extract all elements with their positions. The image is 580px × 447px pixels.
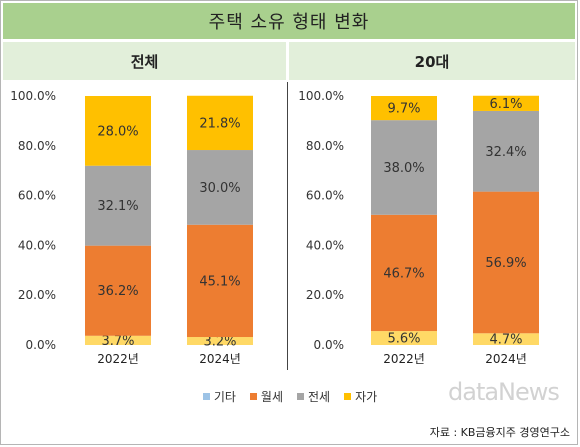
bar-segment [371, 331, 437, 345]
x-tick-label: 2022년 [97, 352, 139, 366]
bar-segment [371, 214, 437, 332]
bar-segment [85, 335, 151, 345]
y-tick-label: 80.0% [306, 139, 344, 153]
legend: 기타 월세 전세 자가 [0, 388, 580, 404]
data-label: 36.2% [97, 284, 138, 299]
panel-title-20s: 20대 [289, 42, 575, 80]
y-tick-label: 20.0% [18, 288, 56, 302]
legend-item-monthly-rent: 월세 [249, 388, 283, 405]
y-tick-label: 60.0% [306, 189, 344, 203]
data-label: 38.0% [383, 161, 424, 176]
y-tick-label: 0.0% [314, 338, 345, 352]
legend-swatch-monthly-rent [249, 392, 257, 400]
legend-label-owned: 자가 [355, 389, 378, 404]
legend-swatch-other [202, 392, 210, 400]
y-tick-label: 0.0% [26, 338, 57, 352]
legend-label-other: 기타 [213, 389, 236, 404]
y-tick-label: 100.0% [10, 89, 56, 103]
x-tick-label: 2024년 [199, 352, 241, 366]
legend-item-jeonse: 전세 [297, 388, 330, 405]
data-label: 5.6% [387, 332, 420, 347]
bar-segment [473, 333, 539, 345]
data-label: 46.7% [383, 266, 424, 281]
bar-segment [473, 95, 539, 111]
bar-segment [371, 120, 437, 215]
data-label: 56.9% [485, 256, 526, 271]
data-label: 32.1% [97, 199, 138, 214]
source-note: 자료 : KB금융지주 경영연구소 [429, 426, 570, 439]
data-label: 28.0% [97, 124, 138, 139]
bar-segment [187, 224, 253, 338]
bar-segment [85, 165, 151, 246]
bar-segment [187, 150, 253, 225]
bar-segment [473, 110, 539, 192]
data-label: 45.1% [199, 274, 240, 289]
legend-label-jeonse: 전세 [308, 389, 331, 404]
bar-segment [85, 245, 151, 336]
legend-swatch-owned [344, 392, 352, 400]
chart-title: 주택 소유 형태 변화 [3, 3, 575, 39]
x-tick-label: 2024년 [485, 352, 527, 366]
data-label: 32.4% [485, 145, 526, 160]
data-label: 3.2% [203, 335, 236, 350]
data-label: 6.1% [489, 97, 522, 112]
data-label: 9.7% [387, 102, 420, 117]
legend-item-other: 기타 [202, 388, 236, 405]
panel-title-overall: 전체 [3, 42, 286, 80]
y-tick-label: 20.0% [306, 288, 344, 302]
data-label: 21.8% [199, 116, 240, 131]
y-tick-label: 40.0% [306, 238, 344, 252]
bar-segment [187, 337, 253, 345]
panel-divider [287, 82, 288, 370]
datanews-watermark: dataNews [448, 378, 560, 406]
legend-swatch-jeonse [297, 392, 304, 400]
bar-segment [473, 191, 539, 334]
data-label: 30.0% [199, 181, 240, 196]
data-label: 4.7% [489, 333, 522, 348]
y-tick-label: 100.0% [298, 89, 344, 103]
data-label: 3.7% [101, 334, 134, 349]
y-tick-label: 80.0% [18, 139, 56, 153]
bar-segment [187, 95, 253, 151]
legend-item-owned: 자가 [344, 388, 377, 405]
y-tick-label: 40.0% [18, 238, 56, 252]
bar-segment [371, 96, 437, 121]
bar-segment [85, 96, 151, 166]
x-tick-label: 2022년 [383, 352, 425, 366]
y-tick-label: 60.0% [18, 189, 56, 203]
legend-label-monthly-rent: 월세 [260, 389, 283, 404]
